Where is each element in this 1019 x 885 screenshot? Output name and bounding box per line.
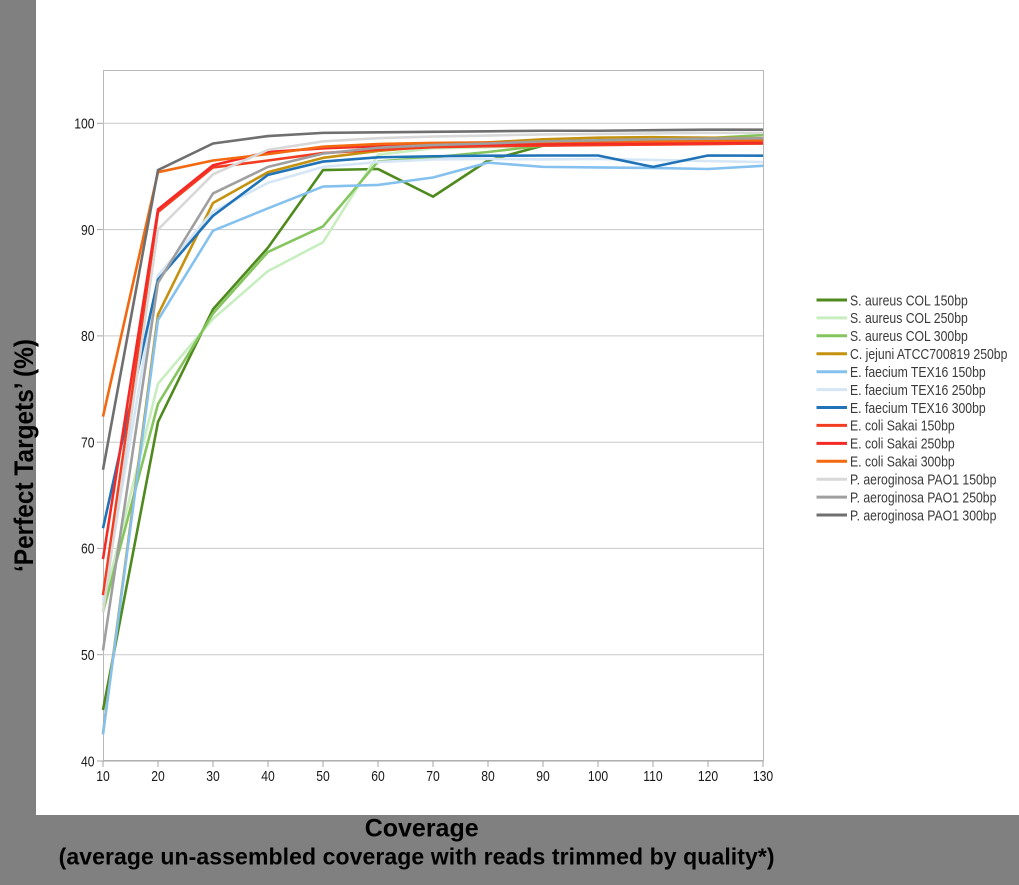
svg-text:Coverage: Coverage xyxy=(365,815,479,843)
svg-text:(average un-assembled coverage: (average un-assembled coverage with read… xyxy=(59,844,775,870)
svg-text:40: 40 xyxy=(261,768,275,785)
svg-text:E. faecium TEX16 300bp: E. faecium TEX16 300bp xyxy=(850,400,986,417)
svg-text:70: 70 xyxy=(426,768,440,785)
svg-text:10: 10 xyxy=(96,768,110,785)
svg-text:80: 80 xyxy=(81,328,95,345)
svg-text:100: 100 xyxy=(74,116,94,133)
svg-text:130: 130 xyxy=(753,768,773,785)
svg-text:60: 60 xyxy=(81,541,95,558)
svg-text:P. aeroginosa PAO1 250bp: P. aeroginosa PAO1 250bp xyxy=(850,489,996,506)
svg-text:100: 100 xyxy=(588,768,608,785)
svg-text:S. aureus COL 250bp: S. aureus COL 250bp xyxy=(850,310,968,327)
svg-text:30: 30 xyxy=(206,768,220,785)
svg-text:E. coli Sakai 150bp: E. coli Sakai 150bp xyxy=(850,418,955,435)
svg-text:E. coli Sakai 250bp: E. coli Sakai 250bp xyxy=(850,436,955,453)
svg-text:120: 120 xyxy=(698,768,718,785)
svg-text:110: 110 xyxy=(643,768,662,785)
svg-text:50: 50 xyxy=(81,647,95,664)
svg-text:S. aureus COL 150bp: S. aureus COL 150bp xyxy=(850,292,968,309)
svg-text:60: 60 xyxy=(371,768,385,785)
svg-text:E. coli Sakai 300bp: E. coli Sakai 300bp xyxy=(850,454,955,471)
svg-text:90: 90 xyxy=(81,222,95,239)
svg-text:90: 90 xyxy=(536,768,550,785)
svg-text:S. aureus COL 300bp: S. aureus COL 300bp xyxy=(850,328,968,345)
svg-text:E. faecium TEX16 250bp: E. faecium TEX16 250bp xyxy=(850,382,986,399)
svg-text:20: 20 xyxy=(151,768,165,785)
svg-text:P. aeroginosa PAO1 150bp: P. aeroginosa PAO1 150bp xyxy=(850,472,996,489)
svg-text:50: 50 xyxy=(316,768,330,785)
svg-text:C. jejuni ATCC700819 250bp: C. jejuni ATCC700819 250bp xyxy=(850,346,1007,363)
svg-text:70: 70 xyxy=(81,435,95,452)
svg-text:E. faecium TEX16 150bp: E. faecium TEX16 150bp xyxy=(850,364,986,381)
svg-text:80: 80 xyxy=(481,768,495,785)
svg-text:40: 40 xyxy=(81,753,95,770)
svg-text:‘Perfect Targets’ (%): ‘Perfect Targets’ (%) xyxy=(9,339,39,572)
svg-text:P. aeroginosa PAO1 300bp: P. aeroginosa PAO1 300bp xyxy=(850,507,996,524)
